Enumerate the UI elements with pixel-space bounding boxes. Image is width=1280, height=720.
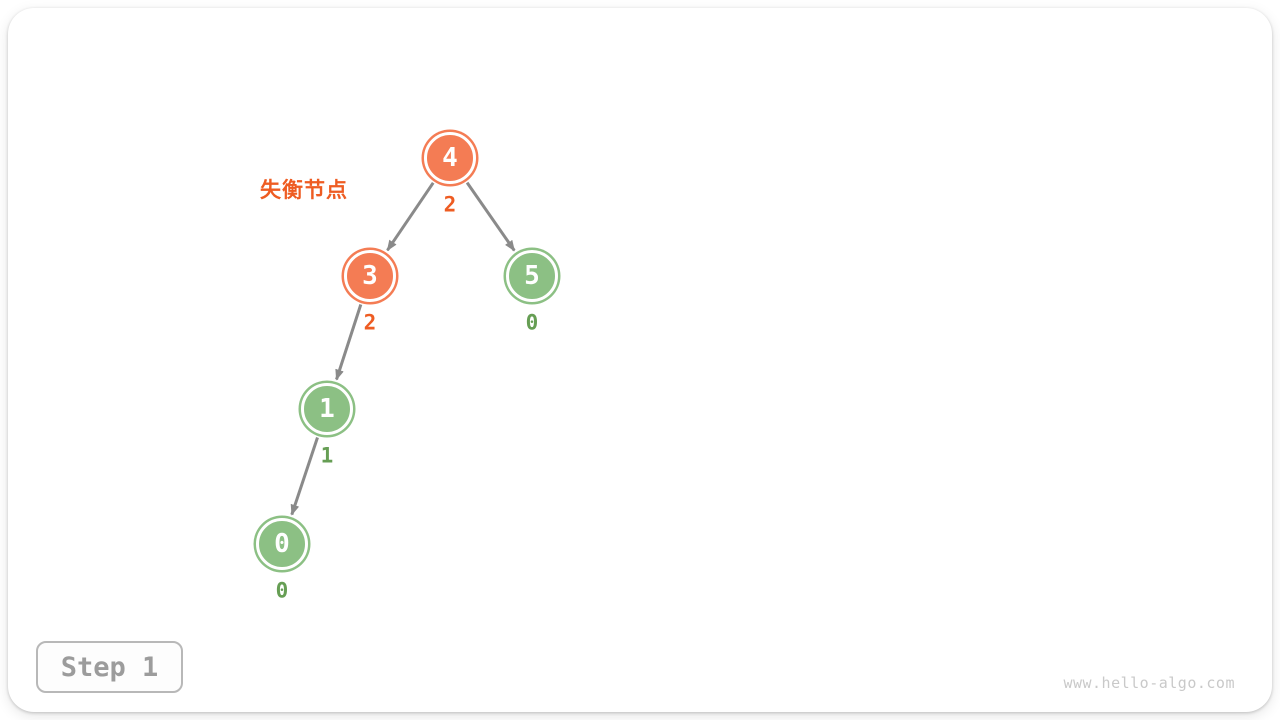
step-badge: Step 1 [36, 641, 183, 693]
watermark-url: www.hello-algo.com [1063, 674, 1235, 692]
balance-factor-3: 2 [363, 310, 377, 335]
unbalanced-node-label: 失衡节点 [260, 178, 348, 202]
tree-edge-4-3 [386, 181, 435, 252]
balance-factor-4: 2 [443, 192, 457, 217]
tree-node-1: 1 [301, 383, 353, 435]
tree-node-5: 5 [506, 250, 558, 302]
balance-factor-5: 0 [525, 310, 539, 335]
tree-node-0: 0 [256, 518, 308, 570]
tree-node-4: 4 [424, 132, 476, 184]
balance-factor-0: 0 [275, 578, 289, 603]
tree-edge-1-0 [290, 437, 319, 516]
tree-node-3: 3 [344, 250, 396, 302]
tree-edge-4-5 [465, 181, 516, 252]
canvas-card [8, 8, 1272, 712]
balance-factor-1: 1 [320, 443, 334, 468]
tree-edge-3-1 [335, 304, 363, 381]
